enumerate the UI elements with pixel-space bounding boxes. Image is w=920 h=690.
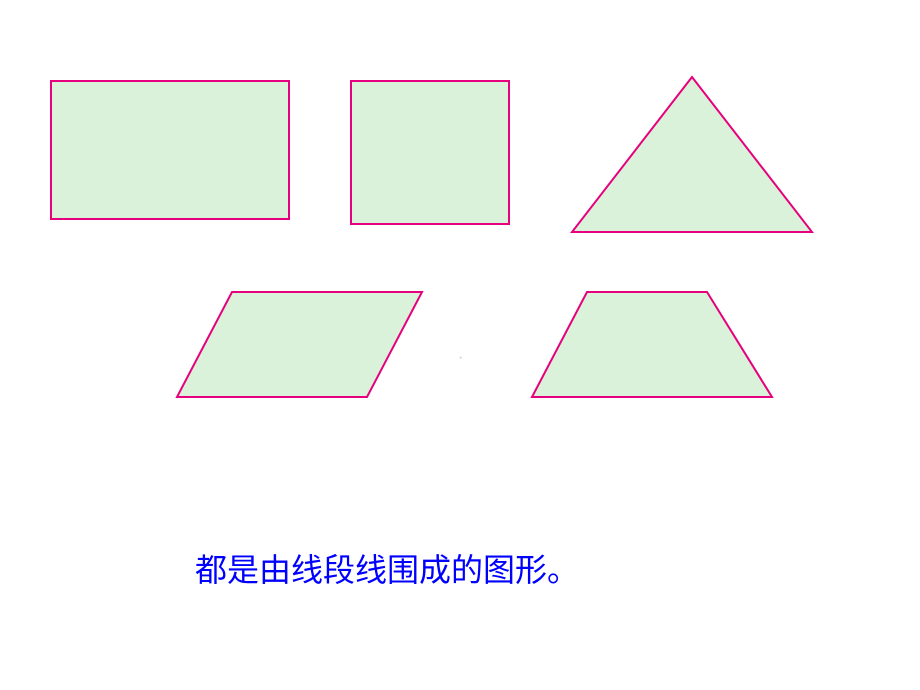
triangle-shape	[570, 75, 814, 234]
parallelogram-shape	[175, 290, 424, 399]
caption-text: 都是由线段线围成的图形。	[195, 545, 579, 591]
rectangle-shape	[50, 80, 290, 220]
square-shape	[350, 80, 510, 225]
trapezoid-shape	[530, 290, 774, 399]
watermark-dot: ·	[458, 350, 463, 368]
